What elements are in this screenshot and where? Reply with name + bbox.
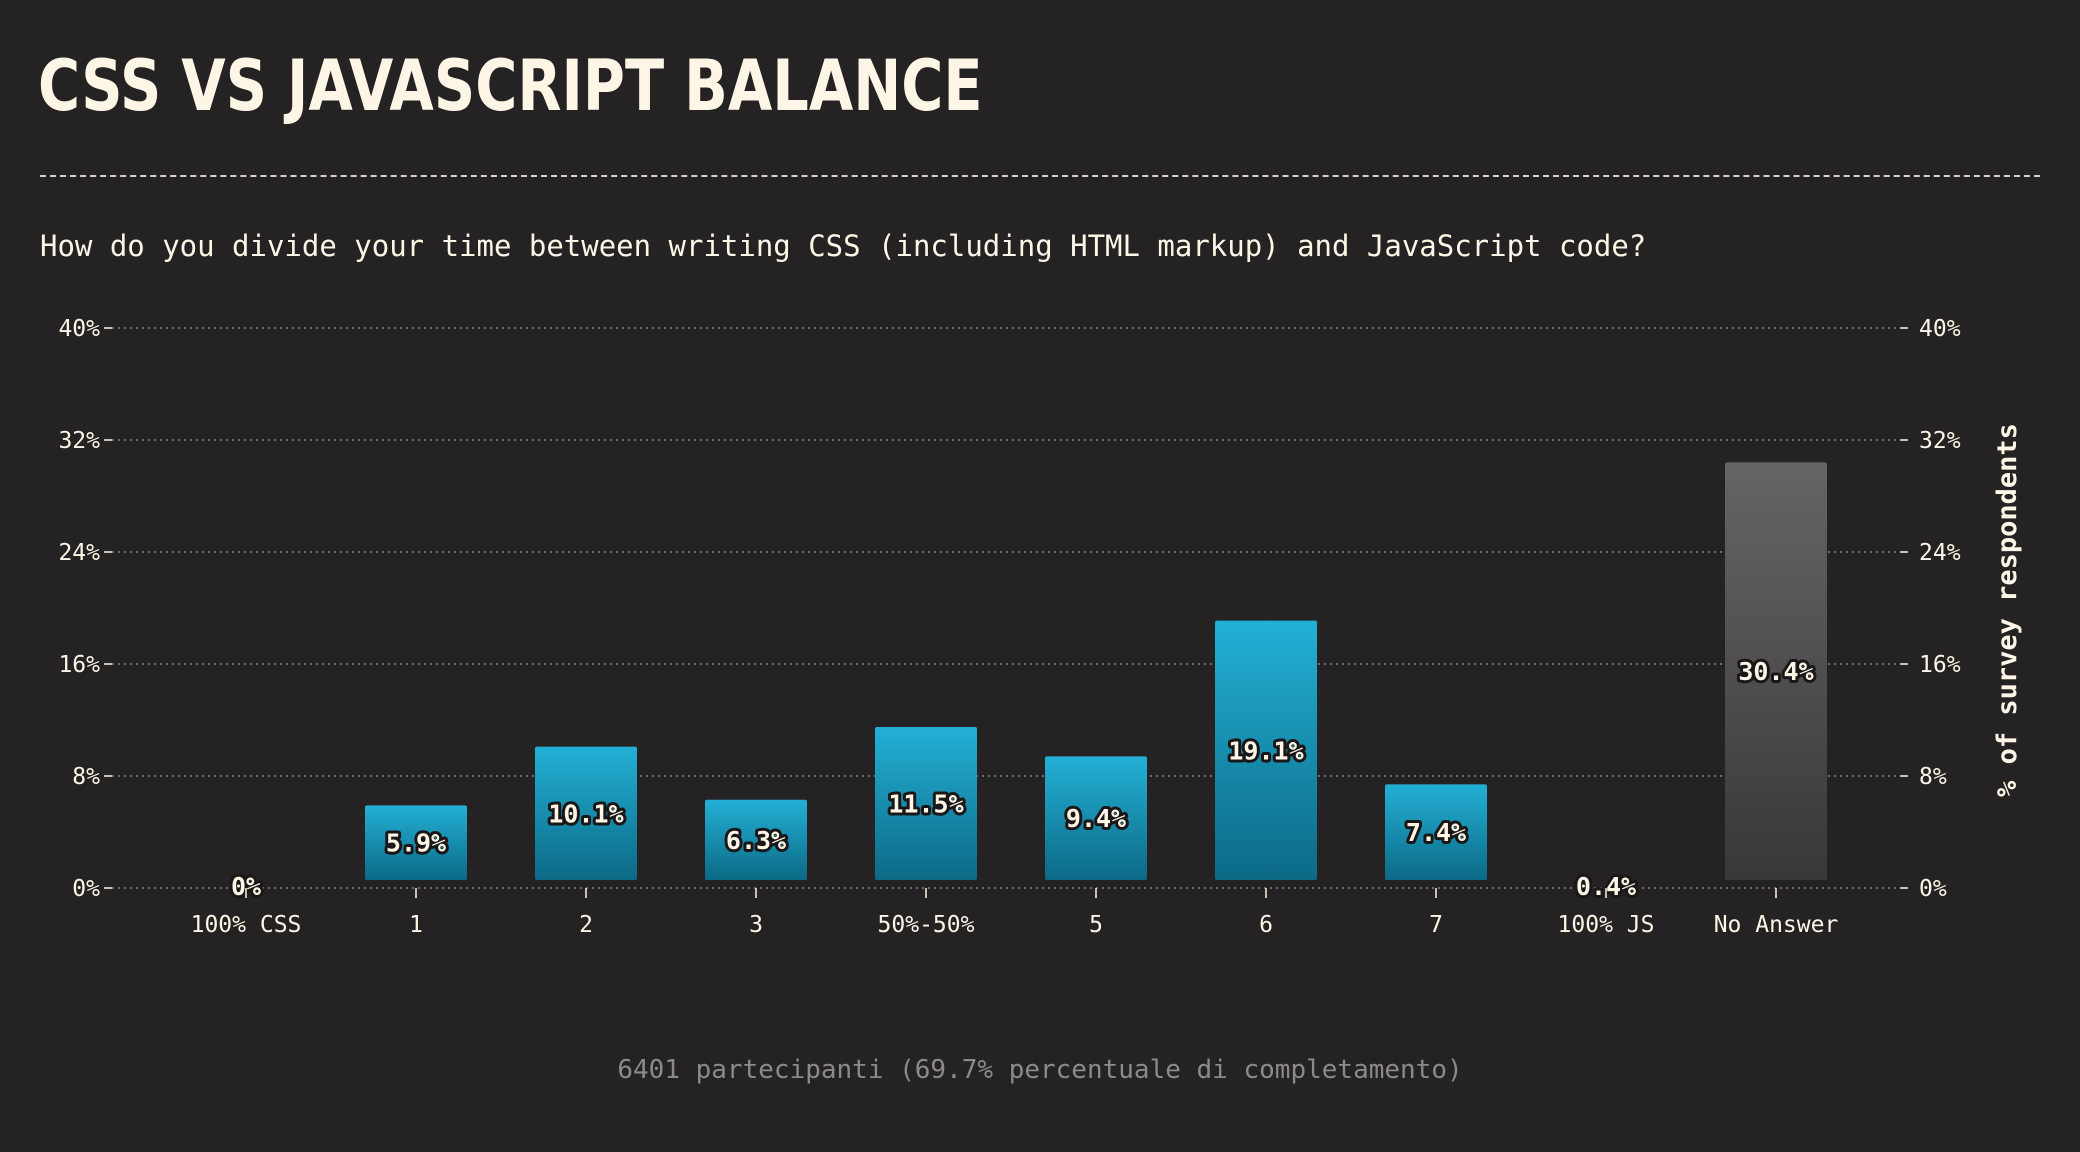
x-tick-label: No Answer	[1714, 912, 1839, 938]
bar-value-label: 10.1%	[548, 799, 623, 828]
y-tick-label-left: 16%	[58, 652, 100, 678]
grid-layer: 0% 0% 8% 8% 16% 16% 24% 24% 32% 32% 40% 40%	[58, 316, 1960, 902]
y-tick-label-right: 40%	[1919, 316, 1961, 342]
bar-label-layer: 0% 5.9% 10.1% 6.3% 11.5% 9.4% 19.1% 7.4% 0.4% 30.…	[228, 654, 1817, 904]
bar-value-label: 6.3%	[726, 826, 786, 855]
y-tick-label-left: 0%	[72, 876, 100, 902]
y-tick-label-right: 0%	[1919, 876, 1947, 902]
y-tick-label-right: 16%	[1919, 652, 1961, 678]
y-tick-label-left: 40%	[58, 316, 100, 342]
bar-6	[1215, 620, 1317, 880]
page-title: CSS vs JavaScript Balance	[38, 45, 983, 127]
bar-layer	[365, 462, 1827, 880]
y-tick-label-left: 8%	[72, 764, 100, 790]
survey-question: How do you divide your time between writ…	[40, 229, 1647, 263]
bar-3	[705, 799, 807, 880]
x-tick-label: 3	[749, 912, 763, 938]
bar-value-label: 5.9%	[386, 829, 446, 858]
y-tick-label-left: 24%	[58, 540, 100, 566]
title-divider	[40, 175, 2040, 177]
bar-5	[1045, 756, 1147, 880]
y-tick-label-left: 32%	[58, 428, 100, 454]
x-tick-label: 2	[579, 912, 593, 938]
bar-value-label: 9.4%	[1066, 804, 1126, 833]
bar-value-label: 7.4%	[1406, 818, 1466, 847]
bar-no-answer	[1725, 462, 1827, 880]
bar-7	[1385, 784, 1487, 880]
bar-value-label: 30.4%	[1738, 657, 1813, 686]
bar-value-label: 0.4%	[1576, 872, 1636, 901]
bar-value-label: 11.5%	[888, 790, 963, 819]
x-tick-label: 6	[1259, 912, 1273, 938]
bar-value-label: 0%	[231, 872, 261, 901]
x-tick-label: 100% JS	[1558, 912, 1655, 938]
x-tick-label: 7	[1429, 912, 1443, 938]
y-axis-title: % of survey respondents	[1992, 423, 2023, 797]
participants-footer: 6401 partecipanti (69.7% percentuale di …	[617, 1055, 1463, 1085]
bar-1	[365, 805, 467, 880]
x-tick-label: 5	[1089, 912, 1103, 938]
x-tick-label: 50%-50%	[878, 912, 975, 938]
x-tick-label: 100% CSS	[191, 912, 302, 938]
bar-2	[535, 746, 637, 880]
bar-50-50-	[875, 727, 977, 880]
y-tick-label-right: 8%	[1919, 764, 1947, 790]
x-axis: 100% CSS 1 2 3 50%-50% 5 6 7 100% JS No Answer	[191, 888, 1839, 938]
y-tick-label-right: 32%	[1919, 428, 1961, 454]
bar-value-label: 19.1%	[1228, 736, 1303, 765]
x-tick-label: 1	[409, 912, 423, 938]
y-tick-label-right: 24%	[1919, 540, 1961, 566]
